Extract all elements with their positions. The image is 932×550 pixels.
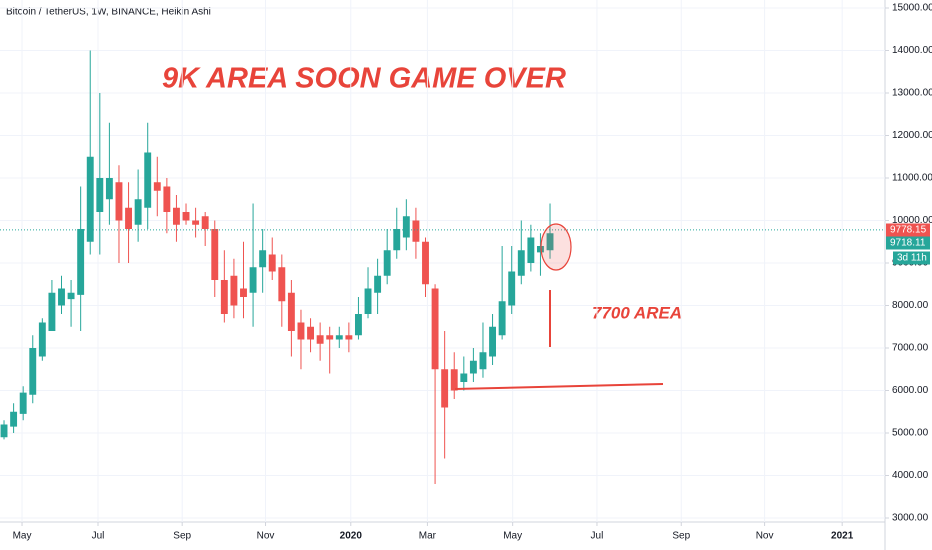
candle-body [48, 292, 56, 331]
x-tick-label: May [503, 531, 522, 542]
x-tick-label: Sep [173, 531, 191, 542]
candle-body [354, 313, 362, 336]
candle-body [125, 207, 132, 229]
drawing-ellipse [540, 223, 572, 271]
candle-body [489, 326, 496, 357]
candle-body [163, 186, 171, 212]
candle-body [10, 411, 18, 427]
x-tick-label: Mar [419, 531, 437, 542]
candle-body [240, 288, 247, 297]
candle-body [307, 326, 314, 340]
candle-body [431, 288, 439, 370]
candle-body [546, 233, 554, 251]
candle-body [517, 250, 525, 276]
x-tick-label: Jul [92, 531, 105, 542]
y-tick-label: 4000.00 [892, 470, 929, 481]
candle-body [402, 216, 410, 238]
countdown-label: 3d 11h [897, 253, 927, 264]
candle-body [77, 228, 85, 295]
candle-body [67, 292, 75, 300]
candle-body [527, 237, 535, 263]
y-tick-label: 12000.00 [892, 130, 932, 141]
y-tick-label: 15000.00 [892, 3, 932, 14]
y-tick-label: 11000.00 [892, 173, 932, 184]
candle-body [508, 271, 516, 306]
x-tick-label: May [13, 531, 32, 542]
candle-body [144, 152, 152, 208]
y-tick-label: 8000.00 [892, 300, 929, 311]
plot-area [0, 0, 885, 522]
candle-body [182, 211, 190, 221]
candle-body [412, 220, 420, 242]
candle-body [192, 220, 200, 225]
annotation: 7700 AREA [592, 303, 682, 322]
candle-body [479, 352, 487, 370]
price-label: 9778.15 [890, 225, 927, 236]
x-tick-label: Nov [756, 531, 774, 542]
candle-body [0, 424, 8, 438]
candle-body [153, 182, 161, 191]
candle-body [220, 279, 228, 314]
y-tick-label: 10000.00 [892, 215, 932, 226]
x-tick-label: Sep [672, 531, 690, 542]
candle-body [29, 348, 37, 395]
candle-body [393, 228, 401, 251]
annotation: 9K AREA SOON GAME OVER [162, 63, 566, 95]
candle-body [316, 335, 324, 344]
price-label-bg [886, 236, 930, 250]
candle-body [278, 267, 286, 302]
x-tick-label: 2021 [831, 531, 854, 542]
candle-body [268, 254, 276, 272]
y-tick-label: 7000.00 [892, 343, 929, 354]
y-tick-label: 5000.00 [892, 428, 929, 439]
candle-body [297, 322, 305, 340]
x-tick-label: Nov [257, 531, 275, 542]
candle-body [335, 335, 343, 340]
candle-body [259, 250, 267, 268]
candle-body [19, 392, 27, 414]
candle-body [326, 335, 334, 340]
candle-body [422, 241, 429, 285]
y-tick-label: 14000.00 [892, 45, 932, 56]
candle-body [441, 369, 449, 408]
drawing-line [454, 383, 664, 390]
candle-body [58, 288, 65, 306]
candle-body [536, 245, 544, 253]
chart-title: Bitcoin / TetherUS, 1W, BINANCE, Heikin … [6, 7, 211, 18]
x-tick-label: 2020 [340, 531, 363, 542]
candle-body [498, 301, 506, 336]
candle-body [134, 199, 142, 225]
candle-body [249, 267, 257, 293]
candle-body [383, 250, 391, 276]
candle-body [469, 360, 477, 374]
candle-body [345, 335, 353, 340]
x-tick-label: Jul [591, 531, 604, 542]
price-label-bg [886, 223, 930, 237]
candle-body [460, 373, 468, 383]
y-tick-label: 3000.00 [892, 513, 929, 524]
candle-body [86, 156, 94, 242]
candle-body [105, 177, 113, 200]
candle-body [374, 275, 382, 293]
countdown-bg [893, 251, 930, 265]
price-label: 9718.11 [890, 238, 926, 249]
candle-body [211, 228, 219, 280]
candle-body [115, 182, 123, 221]
candle-body [38, 322, 46, 357]
candle-body [230, 275, 238, 306]
candle-body [450, 369, 458, 391]
candle-body [364, 288, 372, 314]
candle-body [287, 292, 295, 331]
y-tick-label: 6000.00 [892, 385, 929, 396]
candle-body [172, 207, 180, 225]
candle-body [96, 177, 104, 212]
y-tick-label: 13000.00 [892, 88, 932, 99]
candle-body [201, 216, 209, 229]
